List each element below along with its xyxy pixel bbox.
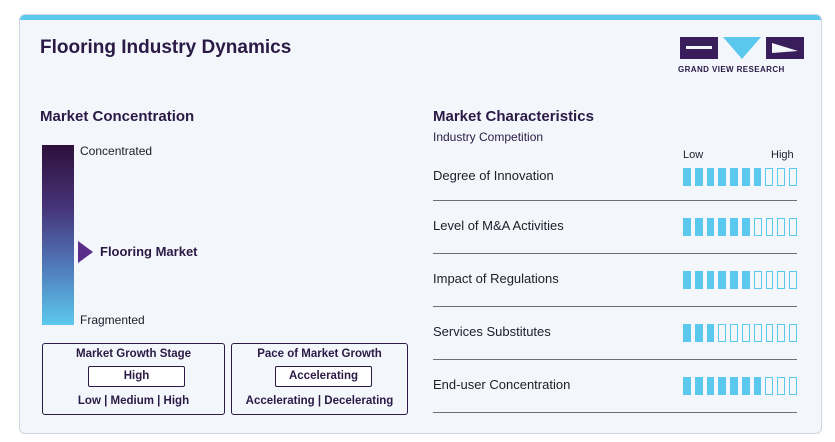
meter-segment-filled	[730, 271, 738, 289]
growth-stage-value: High	[88, 366, 185, 387]
meter-segment-filled	[730, 377, 738, 395]
card-top-stripe	[20, 15, 821, 20]
dynamics-card: Flooring Industry Dynamics GRAND VIEW RE…	[19, 14, 822, 434]
characteristic-meter	[683, 218, 801, 236]
meter-segment-empty	[753, 324, 762, 342]
meter-segment-filled	[694, 168, 703, 186]
meter-segment-empty	[777, 271, 786, 289]
meter-segment-empty	[753, 218, 762, 236]
meter-segment-filled	[694, 324, 703, 342]
pace-of-growth-box: Pace of Market Growth Accelerating Accel…	[231, 343, 408, 415]
meter-segment-empty	[765, 324, 774, 342]
meter-segment-filled	[694, 377, 703, 395]
row-divider	[433, 359, 797, 360]
meter-segment-filled	[683, 324, 691, 342]
flooring-market-label: Flooring Market	[100, 244, 198, 259]
meter-segment-filled	[741, 218, 750, 236]
logo-text: GRAND VIEW RESEARCH	[678, 65, 785, 74]
meter-segment-filled	[683, 271, 691, 289]
row-divider	[433, 253, 797, 254]
meter-segment-filled	[706, 218, 715, 236]
meter-segment-empty	[789, 168, 797, 186]
fragmented-label: Fragmented	[80, 313, 145, 327]
row-divider	[433, 200, 797, 201]
meter-segment-empty	[789, 324, 797, 342]
page-title: Flooring Industry Dynamics	[40, 37, 292, 58]
meter-segment-empty	[765, 377, 774, 395]
meter-segment-filled	[753, 377, 762, 395]
growth-stage-options: Low | Medium | High	[77, 395, 190, 407]
scale-low-label: Low	[683, 149, 704, 161]
meter-segment-filled	[730, 218, 738, 236]
meter-segment-filled	[683, 218, 691, 236]
characteristic-meter	[683, 377, 801, 395]
characteristic-label: End-user Concentration	[433, 377, 571, 392]
characteristic-label: Level of M&A Activities	[433, 218, 564, 233]
meter-segment-empty	[789, 218, 797, 236]
meter-segment-empty	[777, 168, 786, 186]
pace-value: Accelerating	[275, 366, 372, 387]
meter-segment-filled	[683, 168, 691, 186]
meter-segment-empty	[730, 324, 738, 342]
meter-segment-empty	[765, 271, 774, 289]
characteristic-label: Impact of Regulations	[433, 271, 559, 286]
meter-segment-filled	[741, 168, 750, 186]
scale-high-label: High	[771, 149, 794, 161]
concentrated-label: Concentrated	[80, 144, 153, 158]
concentration-gradient-bar	[42, 145, 74, 325]
meter-segment-filled	[718, 271, 727, 289]
meter-segment-filled	[741, 271, 750, 289]
characteristic-meter	[683, 168, 801, 186]
meter-segment-filled	[706, 324, 715, 342]
grand-view-research-logo: GRAND VIEW RESEARCH	[678, 37, 808, 77]
meter-segment-empty	[765, 168, 774, 186]
meter-segment-filled	[730, 168, 738, 186]
characteristic-label: Degree of Innovation	[433, 168, 554, 183]
market-concentration-title: Market Concentration	[40, 108, 195, 125]
meter-segment-filled	[706, 271, 715, 289]
meter-segment-filled	[706, 168, 715, 186]
market-growth-stage-box: Market Growth Stage High Low | Medium | …	[42, 343, 225, 415]
meter-segment-empty	[753, 271, 762, 289]
meter-segment-filled	[694, 271, 703, 289]
meter-segment-filled	[718, 168, 727, 186]
meter-segment-filled	[683, 377, 691, 395]
meter-segment-empty	[777, 377, 786, 395]
characteristic-meter	[683, 324, 801, 342]
pace-options: Accelerating | Decelerating	[245, 395, 394, 407]
meter-segment-filled	[718, 377, 727, 395]
row-divider	[433, 412, 797, 413]
row-divider	[433, 306, 797, 307]
market-characteristics-title: Market Characteristics	[433, 108, 594, 125]
meter-segment-empty	[741, 324, 750, 342]
meter-segment-filled	[718, 218, 727, 236]
characteristic-meter	[683, 271, 801, 289]
pace-title: Pace of Market Growth	[257, 348, 382, 360]
meter-segment-empty	[789, 271, 797, 289]
growth-stage-title: Market Growth Stage	[75, 348, 192, 360]
industry-competition-subtitle: Industry Competition	[433, 130, 544, 144]
meter-segment-filled	[694, 218, 703, 236]
meter-segment-filled	[753, 168, 762, 186]
logo-mark-icon	[680, 37, 804, 59]
meter-segment-filled	[706, 377, 715, 395]
market-pointer-icon	[78, 241, 93, 263]
meter-segment-empty	[777, 324, 786, 342]
meter-segment-empty	[718, 324, 727, 342]
meter-segment-filled	[741, 377, 750, 395]
meter-segment-empty	[765, 218, 774, 236]
characteristic-label: Services Substitutes	[433, 324, 551, 339]
meter-segment-empty	[777, 218, 786, 236]
meter-segment-empty	[789, 377, 797, 395]
